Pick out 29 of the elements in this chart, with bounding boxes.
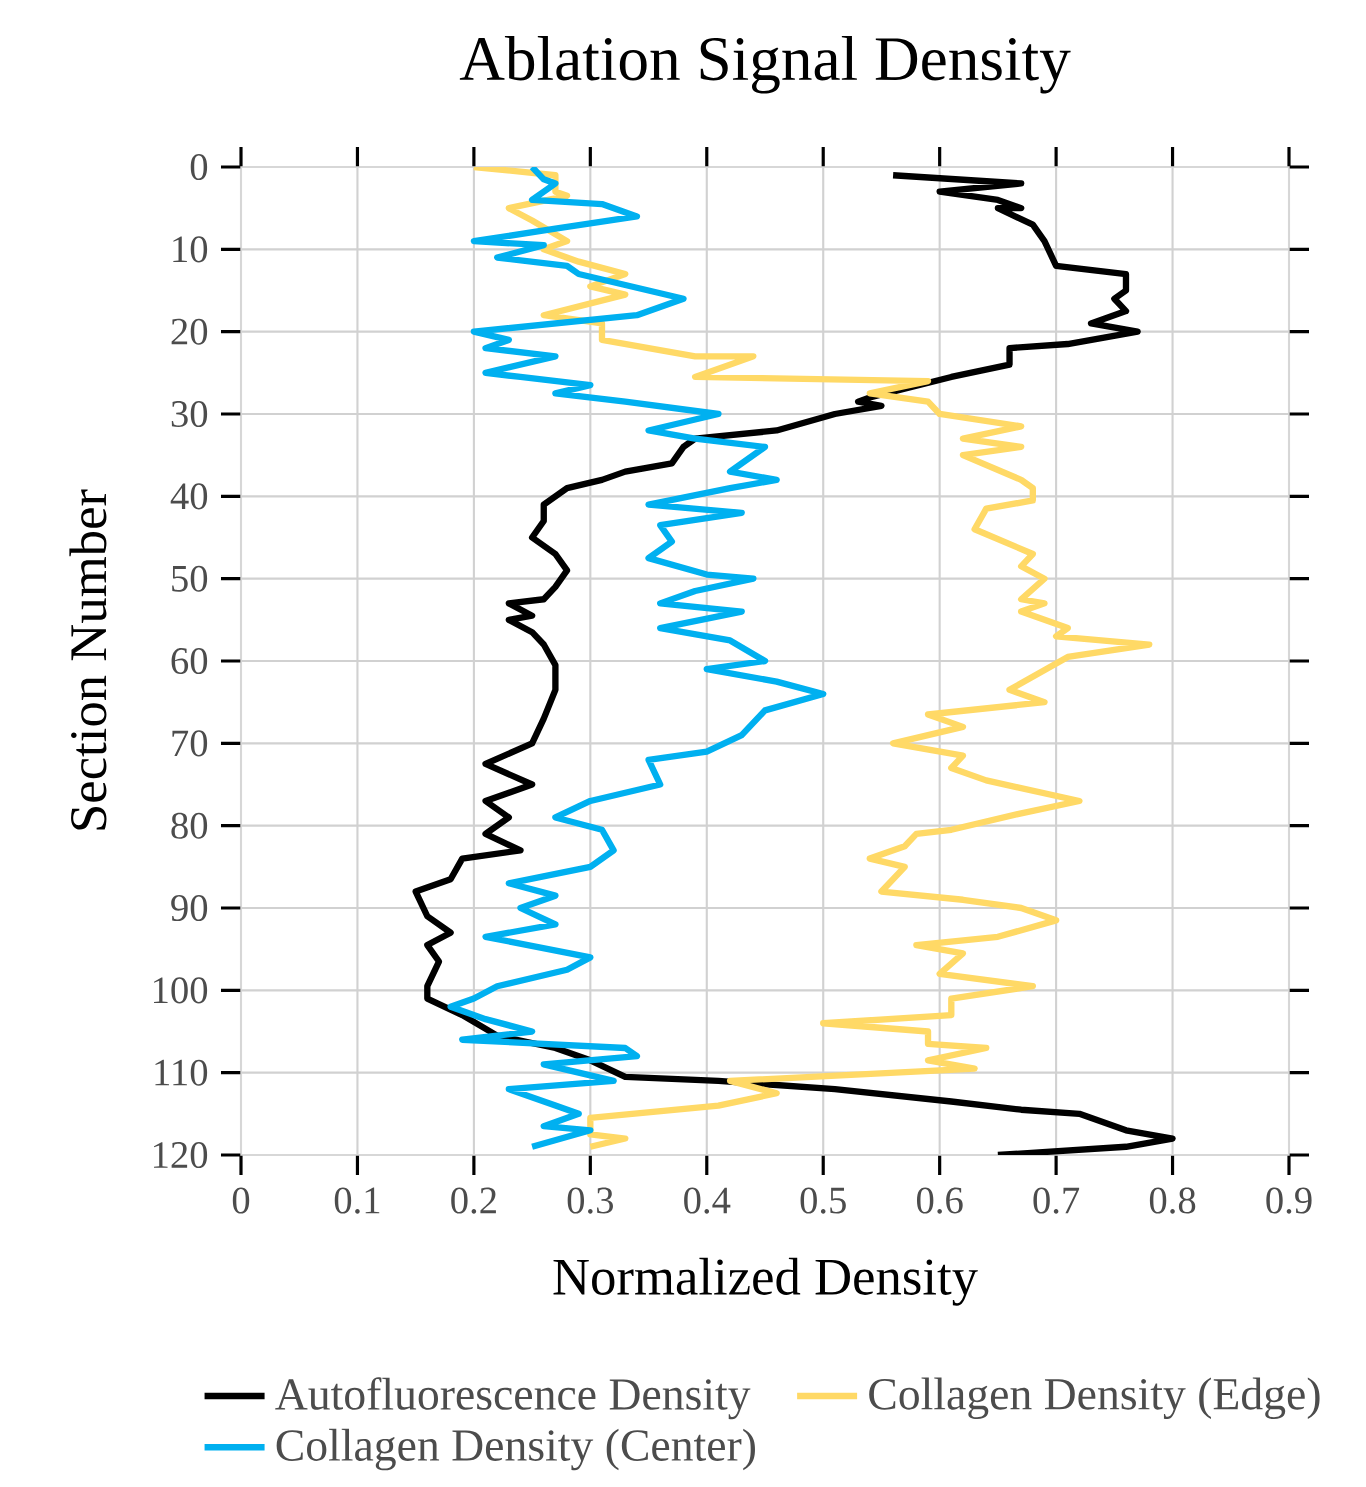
x-tick-label: 0.9 xyxy=(1266,1187,1312,1214)
legend-label: Autofluorescence Density xyxy=(275,1377,751,1420)
legend-label: Collagen Density (Center) xyxy=(276,1428,755,1471)
x-axis-title: Normalized Density xyxy=(553,1257,978,1306)
chart-title: Ablation Signal Density xyxy=(459,35,1071,94)
x-tick-label: 0.1 xyxy=(334,1187,380,1214)
x-tick-label: 0.6 xyxy=(916,1187,963,1214)
y-tick-label: 60 xyxy=(171,647,208,675)
y-axis-title: Section Number xyxy=(69,489,107,830)
y-tick-label: 100 xyxy=(154,977,208,1004)
x-tick-label: 0 xyxy=(232,1187,250,1214)
legend-label: Collagen Density (Edge) xyxy=(869,1377,1320,1420)
x-tick-label: 0.8 xyxy=(1149,1187,1196,1214)
y-tick-label: 90 xyxy=(171,894,208,922)
x-tick-label: 0.2 xyxy=(451,1187,496,1214)
y-tick-label: 110 xyxy=(155,1059,208,1086)
y-tick-label: 50 xyxy=(172,565,208,592)
x-tick-label: 0.4 xyxy=(684,1187,731,1214)
y-tick-label: 120 xyxy=(154,1141,208,1169)
y-tick-label: 20 xyxy=(171,318,208,345)
x-tick-label: 0.7 xyxy=(1033,1187,1080,1214)
y-tick-label: 0 xyxy=(190,153,208,181)
x-tick-label: 0.3 xyxy=(567,1187,613,1214)
y-tick-label: 10 xyxy=(173,236,208,263)
y-tick-label: 30 xyxy=(171,400,208,428)
y-tick-label: 80 xyxy=(171,812,208,839)
y-tick-label: 70 xyxy=(172,730,208,757)
y-tick-label: 40 xyxy=(170,483,208,510)
x-tick-label: 0.5 xyxy=(800,1187,846,1214)
